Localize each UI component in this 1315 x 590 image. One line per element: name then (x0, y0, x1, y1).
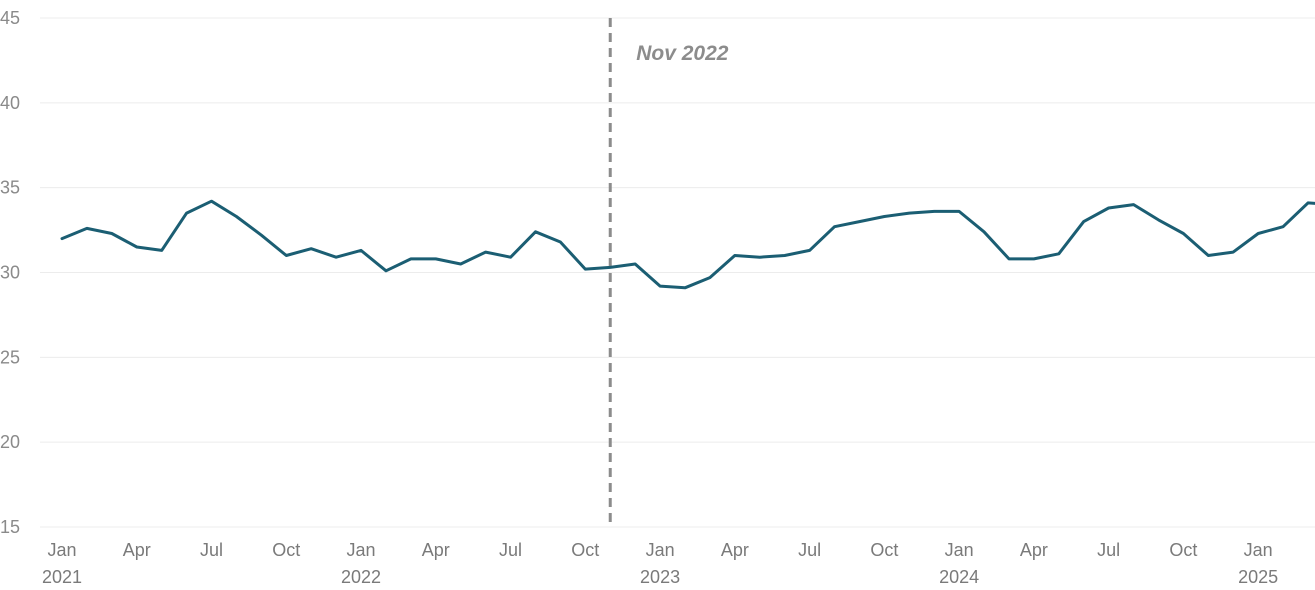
x-tick-year-label: 2021 (42, 567, 82, 587)
y-tick-label: 35 (0, 178, 20, 198)
x-tick-label: Jul (798, 540, 821, 560)
x-tick-label: Jan (945, 540, 974, 560)
x-tick-label: Jan (47, 540, 76, 560)
x-tick-year-label: 2025 (1238, 567, 1278, 587)
y-tick-label: 45 (0, 8, 20, 28)
annotation: Nov 2022 (608, 18, 729, 527)
x-tick-year-label: 2022 (341, 567, 381, 587)
series-layer (60, 199, 1315, 290)
x-tick-label: Apr (1020, 540, 1048, 560)
y-tick-label: 25 (0, 347, 20, 367)
y-tick-label: 30 (0, 263, 20, 283)
x-tick-label: Jan (1244, 540, 1273, 560)
y-tick-label: 40 (0, 93, 20, 113)
x-tick-label: Apr (721, 540, 749, 560)
x-tick-label: Jul (499, 540, 522, 560)
x-tick-year-label: 2023 (640, 567, 680, 587)
x-tick-year-label: 2024 (939, 567, 979, 587)
y-tick-label: 20 (0, 432, 20, 452)
x-tick-label: Oct (1169, 540, 1197, 560)
annotation-label: Nov 2022 (636, 42, 729, 65)
x-tick-label: Jul (200, 540, 223, 560)
series-line (60, 199, 1315, 290)
y-axis-ticks: 15 20 25 30 35 40 45 (0, 8, 20, 537)
x-tick-label: Apr (422, 540, 450, 560)
x-tick-label: Jan (347, 540, 376, 560)
x-tick-label: Jan (646, 540, 675, 560)
x-tick-label: Oct (571, 540, 599, 560)
x-tick-label: Oct (870, 540, 898, 560)
x-axis-ticks: Jan 2021 Apr Jul Oct Jan 2022 Apr Jul Oct Jan 2023 A… (42, 540, 1278, 587)
x-tick-label: Jul (1097, 540, 1120, 560)
y-tick-label: 15 (0, 517, 20, 537)
x-tick-label: Oct (272, 540, 300, 560)
x-tick-label: Apr (123, 540, 151, 560)
gridlines (40, 17, 1315, 528)
